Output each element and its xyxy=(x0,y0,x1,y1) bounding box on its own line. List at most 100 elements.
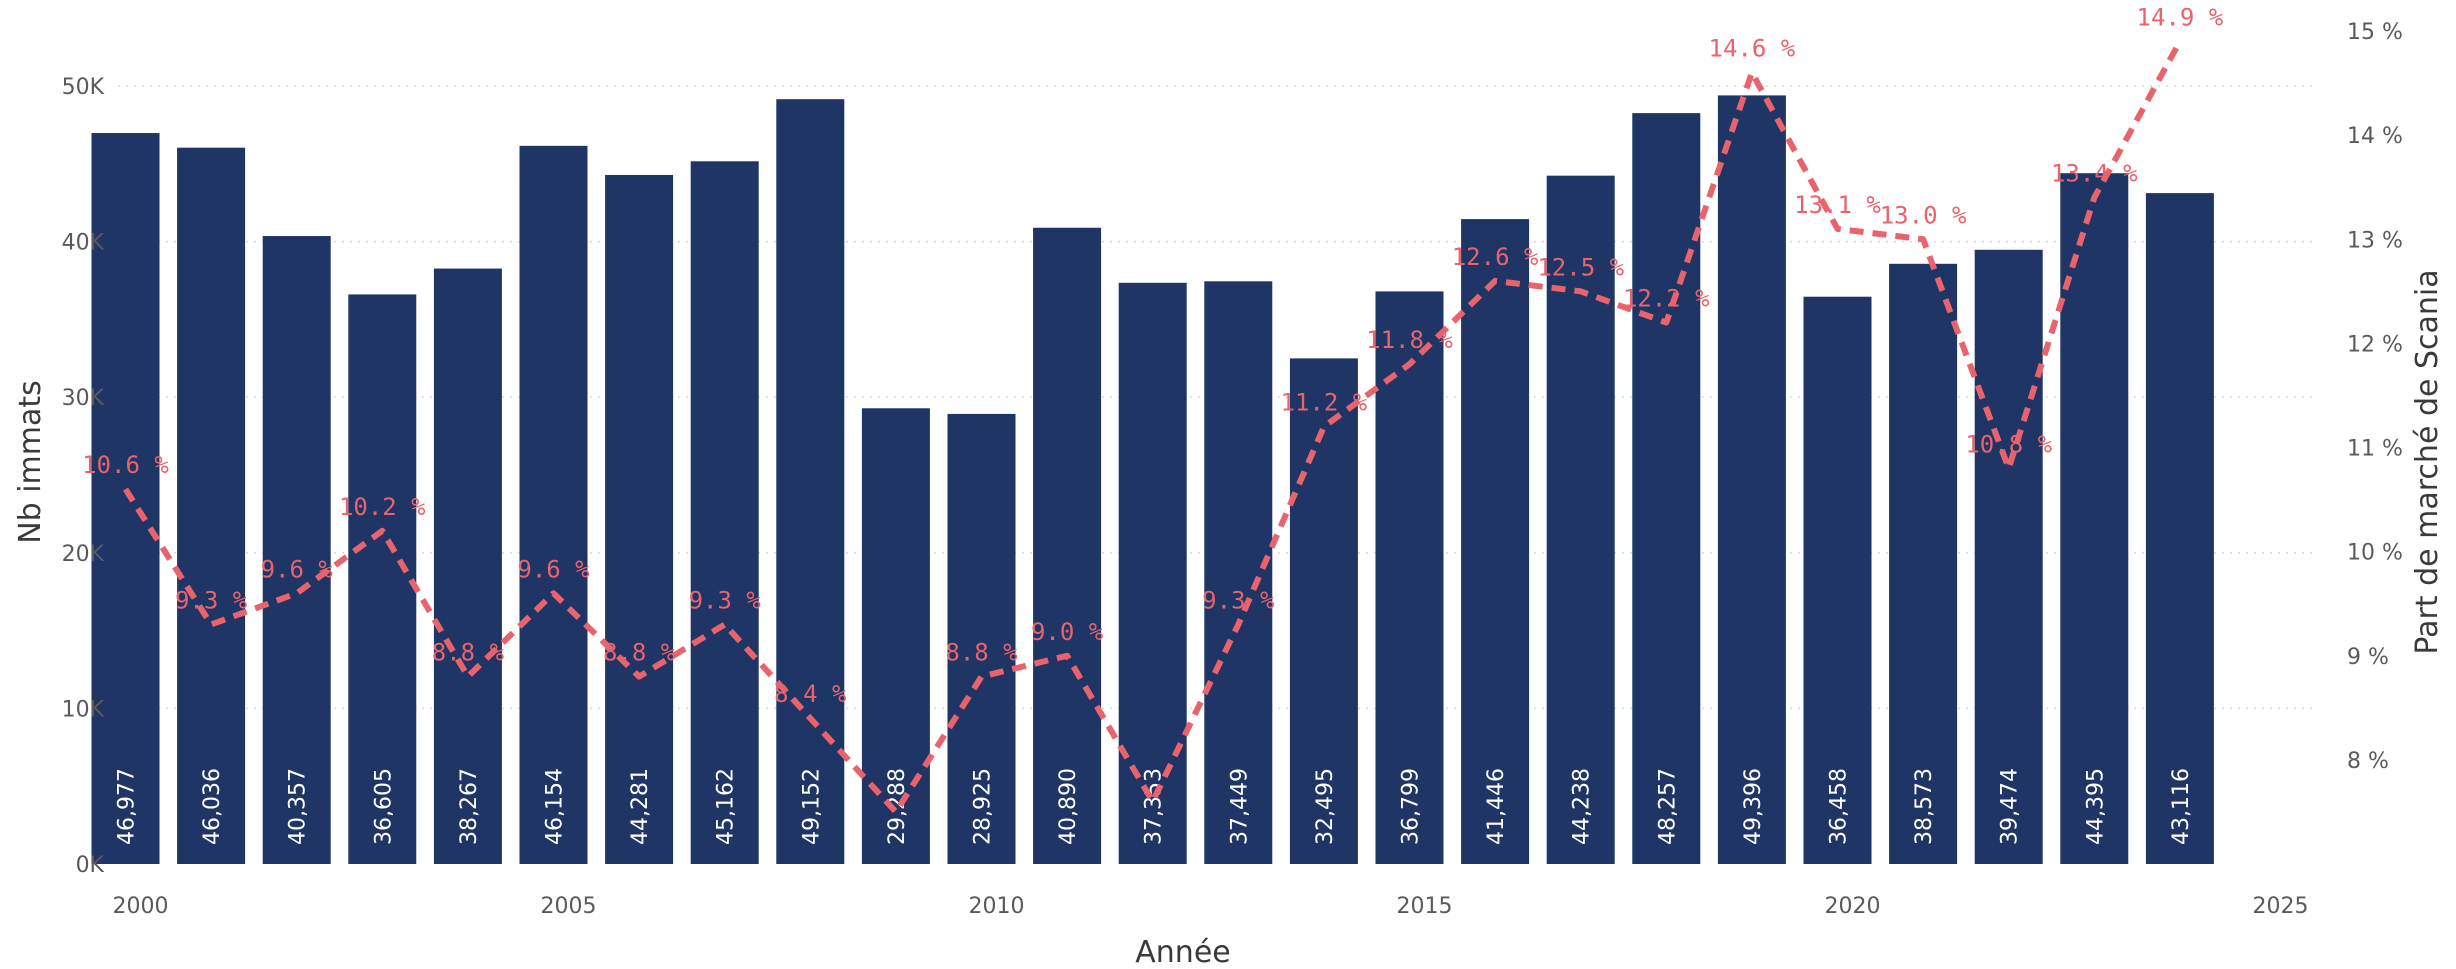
bar-value-label: 45,162 xyxy=(714,768,739,845)
market-share-label: 13.4 % xyxy=(2051,160,2138,188)
y2-tick-label: 8 % xyxy=(2347,749,2389,774)
bar xyxy=(433,268,502,864)
bar xyxy=(177,147,246,865)
y-tick-label: 40K xyxy=(62,231,105,256)
bar xyxy=(1375,291,1444,864)
bar xyxy=(776,99,845,864)
bar-value-label: 37,449 xyxy=(1227,768,1252,845)
market-share-label: 9.0 % xyxy=(1031,618,1104,646)
y-tick-label: 0K xyxy=(76,853,105,878)
x-tick-label: 2000 xyxy=(113,894,169,919)
market-share-label: 12.2 % xyxy=(1623,285,1710,313)
bar xyxy=(1803,296,1872,865)
bar-value-label: 44,395 xyxy=(2083,768,2108,845)
market-share-label: 13.1 % xyxy=(1794,191,1881,219)
y2-tick-label: 13 % xyxy=(2347,228,2403,253)
bar xyxy=(1717,95,1786,864)
market-share-label: 12.5 % xyxy=(1537,253,1624,281)
market-share-label: 8.8 % xyxy=(603,639,676,667)
bar-data-labels: 46,977 46,036 40,357 36,605 38,267 46,154 44,2… xyxy=(115,768,2194,845)
x-tick-label: 2010 xyxy=(969,894,1025,919)
bar-value-label: 39,474 xyxy=(1998,768,2023,845)
market-share-label: 10.8 % xyxy=(1965,430,2052,458)
bar-value-label: 36,605 xyxy=(371,768,396,845)
bar-value-label: 46,977 xyxy=(115,768,140,845)
bar-value-label: 46,036 xyxy=(200,768,225,845)
bar-value-label: 36,799 xyxy=(1399,768,1424,845)
bar-value-label: 49,396 xyxy=(1741,768,1766,845)
bar-value-label: 28,925 xyxy=(971,768,996,845)
y-axis-left: 0K 10K 20K 30K 40K 50K xyxy=(62,75,105,878)
x-axis-title: Année xyxy=(1135,935,1230,969)
y2-axis-title: Part de marché de Scania xyxy=(2410,269,2445,654)
bar xyxy=(1033,227,1102,865)
bar xyxy=(1289,358,1358,864)
bar-value-label: 38,267 xyxy=(457,768,482,845)
bar xyxy=(605,174,674,864)
y-axis-right: 8 % 9 % 10 % 11 % 12 % 13 % 14 % 15 % xyxy=(2347,20,2403,774)
bar-value-label: 37,353 xyxy=(1142,768,1167,845)
market-share-label: 9.3 % xyxy=(175,587,248,615)
bar xyxy=(1461,219,1530,865)
market-share-labels: 10.6 % 9.3 % 9.6 % 10.2 % 8.8 % 9.6 % 8.8 % 9.3… xyxy=(82,3,2224,708)
market-share-label: 10.6 % xyxy=(82,451,169,479)
market-share-label: 8.8 % xyxy=(945,639,1018,667)
bar-value-label: 32,495 xyxy=(1313,768,1338,845)
market-share-series-line xyxy=(122,39,2183,815)
bar-value-label: 38,573 xyxy=(1912,768,1937,845)
bar xyxy=(1204,281,1273,864)
x-tick-label: 2005 xyxy=(541,894,597,919)
x-axis: 2000 2005 2010 2015 2020 2025 xyxy=(113,894,2309,919)
y2-tick-label: 11 % xyxy=(2347,437,2403,462)
bar xyxy=(1632,113,1701,864)
market-share-label: 8.4 % xyxy=(774,680,847,708)
market-share-label: 9.6 % xyxy=(517,555,590,583)
market-share-label: 9.3 % xyxy=(689,587,762,615)
y2-tick-label: 9 % xyxy=(2347,645,2389,670)
market-share-label: 8.8 % xyxy=(432,639,505,667)
bar xyxy=(91,133,160,865)
bar xyxy=(519,145,588,865)
y-tick-label: 20K xyxy=(62,542,105,567)
y2-tick-label: 15 % xyxy=(2347,20,2403,45)
y-tick-label: 30K xyxy=(62,386,105,411)
market-share-label: 9.6 % xyxy=(261,555,334,583)
market-share-line xyxy=(122,39,2183,815)
bar xyxy=(262,236,331,865)
y-axis-title: Nb immats xyxy=(13,380,48,544)
market-share-label: 14.9 % xyxy=(2137,3,2224,31)
bar-value-label: 48,257 xyxy=(1655,768,1680,845)
bar xyxy=(1974,249,2043,865)
market-share-label: 12.6 % xyxy=(1452,243,1539,271)
bar-value-label: 40,890 xyxy=(1056,768,1081,845)
bar-value-label: 41,446 xyxy=(1484,768,1509,845)
bar-value-label: 44,238 xyxy=(1570,768,1595,845)
bar xyxy=(348,294,417,864)
bar-value-label: 46,154 xyxy=(543,768,568,845)
y-tick-label: 50K xyxy=(62,75,105,100)
x-tick-label: 2020 xyxy=(1825,894,1881,919)
y-tick-label: 10K xyxy=(62,697,105,722)
y2-tick-label: 14 % xyxy=(2347,124,2403,149)
bar-value-label: 44,281 xyxy=(628,768,653,845)
y2-tick-label: 10 % xyxy=(2347,541,2403,566)
x-tick-label: 2015 xyxy=(1397,894,1453,919)
bar xyxy=(2145,193,2214,864)
market-share-label: 11.2 % xyxy=(1281,389,1368,417)
bar-value-label: 36,458 xyxy=(1827,768,1852,845)
bar-series xyxy=(91,95,2214,865)
y2-tick-label: 12 % xyxy=(2347,332,2403,357)
bar-value-label: 49,152 xyxy=(799,768,824,845)
bar-value-label: 43,116 xyxy=(2169,768,2194,845)
market-share-label: 9.3 % xyxy=(1202,587,1275,615)
market-share-label: 10.2 % xyxy=(339,493,426,521)
x-tick-label: 2025 xyxy=(2253,894,2309,919)
market-share-label: 13.0 % xyxy=(1880,201,1967,229)
market-share-label: 11.8 % xyxy=(1366,326,1453,354)
bar xyxy=(2060,173,2129,864)
bar xyxy=(947,413,1016,864)
bar xyxy=(690,161,759,864)
bar xyxy=(1889,263,1958,865)
market-share-label: 14.6 % xyxy=(1709,35,1796,63)
